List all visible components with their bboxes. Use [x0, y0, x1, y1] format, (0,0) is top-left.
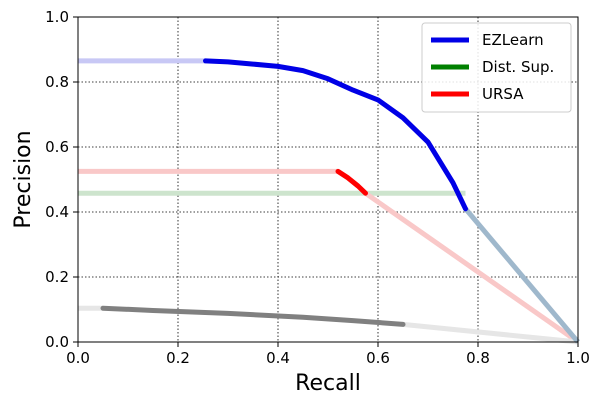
- x-tick-label: 0.4: [266, 349, 290, 367]
- tick-layer: 0.0 0.2 0.4 0.6 0.8 1.0 0.0 0.2 0.4 0.6 0.8 1.0: [45, 8, 590, 367]
- ezlearn-line: [203, 58, 468, 212]
- x-tick-label: 0.0: [66, 349, 90, 367]
- x-axis-label: Recall: [295, 371, 361, 393]
- plot-frame: [77, 16, 579, 343]
- y-tick-label: 0.2: [45, 268, 69, 286]
- legend-label-ursa: URSA: [482, 85, 524, 103]
- x-tick-label: 0.8: [466, 349, 490, 367]
- series-3-line: [100, 305, 406, 327]
- y-tick-label: 0.6: [45, 138, 69, 156]
- x-tick-label: 0.2: [166, 349, 190, 367]
- x-tick-label: 1.0: [566, 349, 590, 367]
- y-axis-label: Precision: [11, 130, 36, 228]
- ezlearn-right-extension: [463, 207, 580, 344]
- y-tick-label: 1.0: [45, 8, 69, 26]
- legend-label-ezlearn: EZLearn: [482, 31, 544, 49]
- series-layer: [78, 58, 580, 345]
- legend-box: [421, 22, 572, 113]
- x-tick-label: 0.6: [366, 349, 390, 367]
- legend-label-dist-sup: Dist. Sup.: [482, 58, 554, 76]
- y-tick-label: 0.4: [45, 203, 69, 221]
- ursa-line: [335, 168, 368, 196]
- series-3-right-extension: [402, 321, 579, 345]
- legend: EZLearn Dist. Sup. URSA: [421, 22, 572, 113]
- y-tick-label: 0.0: [45, 333, 69, 351]
- y-tick-label: 0.8: [45, 73, 69, 91]
- ursa-right-extension: [364, 191, 580, 345]
